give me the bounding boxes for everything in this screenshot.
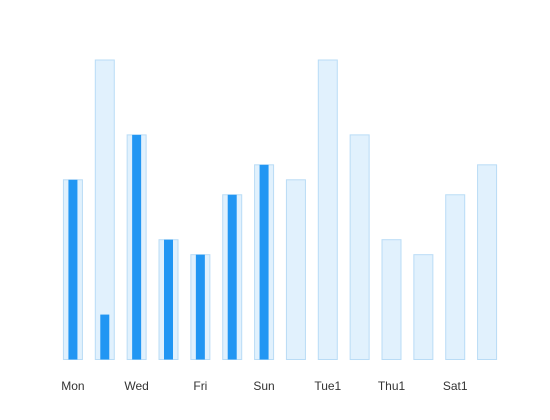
foreground-bars xyxy=(68,134,269,360)
x-tick-label-fri: Fri xyxy=(193,379,207,393)
foreground-bar-fri xyxy=(195,254,205,360)
x-tick-label-sat1: Sat1 xyxy=(443,379,468,393)
x-tick-label-mon: Mon xyxy=(61,379,84,393)
background-bar-thu1 xyxy=(381,239,402,360)
x-tick-label-tue1: Tue1 xyxy=(314,379,341,393)
foreground-bar-thu xyxy=(164,239,173,360)
background-bar-sat1 xyxy=(445,194,466,360)
x-tick-label-wed: Wed xyxy=(124,379,148,393)
background-bars xyxy=(62,59,498,361)
foreground-bar-sun xyxy=(259,164,269,360)
foreground-bar-mon xyxy=(68,179,78,360)
background-bar-tue1 xyxy=(317,59,338,360)
foreground-bar-wed xyxy=(132,134,142,360)
background-bar-wed1 xyxy=(349,134,370,361)
foreground-bar-sat xyxy=(227,194,237,360)
background-bar-mon1 xyxy=(285,179,306,360)
foreground-bar-tue xyxy=(100,314,110,360)
background-bar-fri1 xyxy=(413,254,434,360)
background-bar-sun1 xyxy=(477,164,498,360)
x-tick-label-thu1: Thu1 xyxy=(378,379,406,393)
x-axis-tick-labels: Mon Wed Fri Sun Tue1 Thu1 Sat1 xyxy=(61,379,468,393)
x-tick-label-sun: Sun xyxy=(253,379,274,393)
background-bar-tue xyxy=(94,59,115,360)
